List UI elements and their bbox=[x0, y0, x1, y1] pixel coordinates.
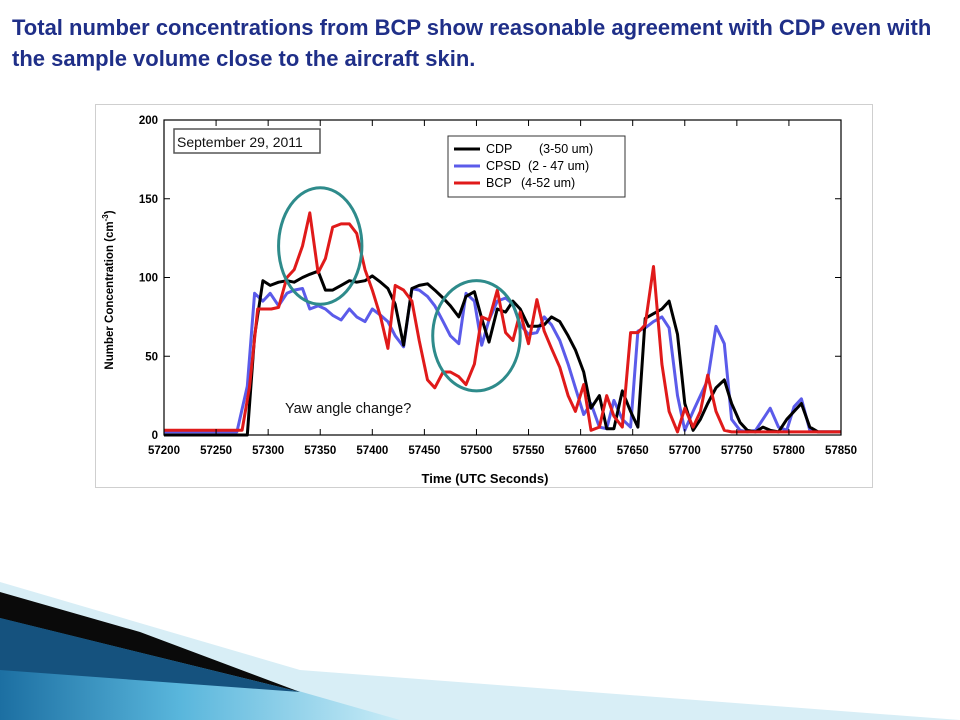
y-tick-label: 0 bbox=[152, 430, 158, 442]
y-axis-label-exponent: -3 bbox=[101, 214, 110, 222]
annotation: Yaw angle change? bbox=[285, 401, 411, 417]
y-tick-label: 50 bbox=[145, 351, 158, 363]
date-label: September 29, 2011 bbox=[177, 134, 303, 150]
series-line-bcp bbox=[164, 211, 841, 434]
x-tick-label: 57200 bbox=[148, 445, 180, 457]
series-layer bbox=[164, 186, 841, 437]
x-tick-label: 57300 bbox=[252, 445, 284, 457]
x-tick-label: 57600 bbox=[565, 445, 597, 457]
slide-decoration bbox=[0, 582, 960, 720]
x-tick-label: 57400 bbox=[356, 445, 388, 457]
chart-frame: 57200 57250 57300 57350 57400 57450 57500 57550… bbox=[95, 104, 873, 488]
legend-range-bcp: (4-52 um) bbox=[521, 176, 575, 190]
x-tick-label: 57250 bbox=[200, 445, 232, 457]
slide-title: Total number concentrations from BCP sho… bbox=[12, 15, 932, 71]
y-axis-label: Number Concentration (cm-3) bbox=[101, 210, 116, 369]
x-tick-label: 57650 bbox=[617, 445, 649, 457]
y-axis-label-close: ) bbox=[104, 210, 116, 214]
x-tick-label: 57450 bbox=[408, 445, 440, 457]
x-axis-label: Time (UTC Seconds) bbox=[422, 471, 549, 486]
x-tick-label: 57700 bbox=[669, 445, 701, 457]
decor-black-wedge bbox=[0, 592, 300, 692]
axis-ticks bbox=[163, 119, 842, 436]
y-tick-labels: 0 50 100 150 200 bbox=[139, 115, 158, 442]
x-tick-label: 57500 bbox=[460, 445, 492, 457]
highlight-ellipse-2 bbox=[431, 279, 522, 393]
y-tick-label: 200 bbox=[139, 115, 158, 127]
decor-teal-band bbox=[0, 600, 400, 720]
x-tick-label: 57350 bbox=[304, 445, 336, 457]
x-tick-label: 57550 bbox=[513, 445, 545, 457]
x-tick-label: 57850 bbox=[825, 445, 857, 457]
legend-label-cdp: CDP bbox=[486, 142, 512, 156]
legend: CDP (3-50 um) CPSD (2 - 47 um) BCP (4-52 um) bbox=[447, 135, 626, 198]
x-tick-labels: 57200 57250 57300 57350 57400 57450 57500 57550… bbox=[148, 445, 857, 457]
y-axis-label-text: Number Concentration (cm bbox=[104, 221, 116, 369]
highlight-ellipse-1 bbox=[277, 186, 364, 306]
y-tick-label: 150 bbox=[139, 194, 158, 206]
series-line-cpsd bbox=[164, 287, 841, 434]
x-tick-label: 57750 bbox=[721, 445, 753, 457]
concentration-chart: 57200 57250 57300 57350 57400 57450 57500 57550… bbox=[101, 115, 857, 486]
legend-range-cdp: (3-50 um) bbox=[539, 142, 593, 156]
series-line-cdp bbox=[164, 269, 841, 437]
x-tick-label: 57800 bbox=[773, 445, 805, 457]
legend-label-bcp: BCP bbox=[486, 176, 512, 190]
decor-dark-blue-wedge bbox=[0, 618, 300, 692]
legend-range-cpsd: (2 - 47 um) bbox=[528, 159, 589, 173]
y-tick-label: 100 bbox=[139, 273, 158, 285]
date-box: September 29, 2011 bbox=[173, 128, 321, 154]
legend-label-cpsd: CPSD bbox=[486, 159, 521, 173]
